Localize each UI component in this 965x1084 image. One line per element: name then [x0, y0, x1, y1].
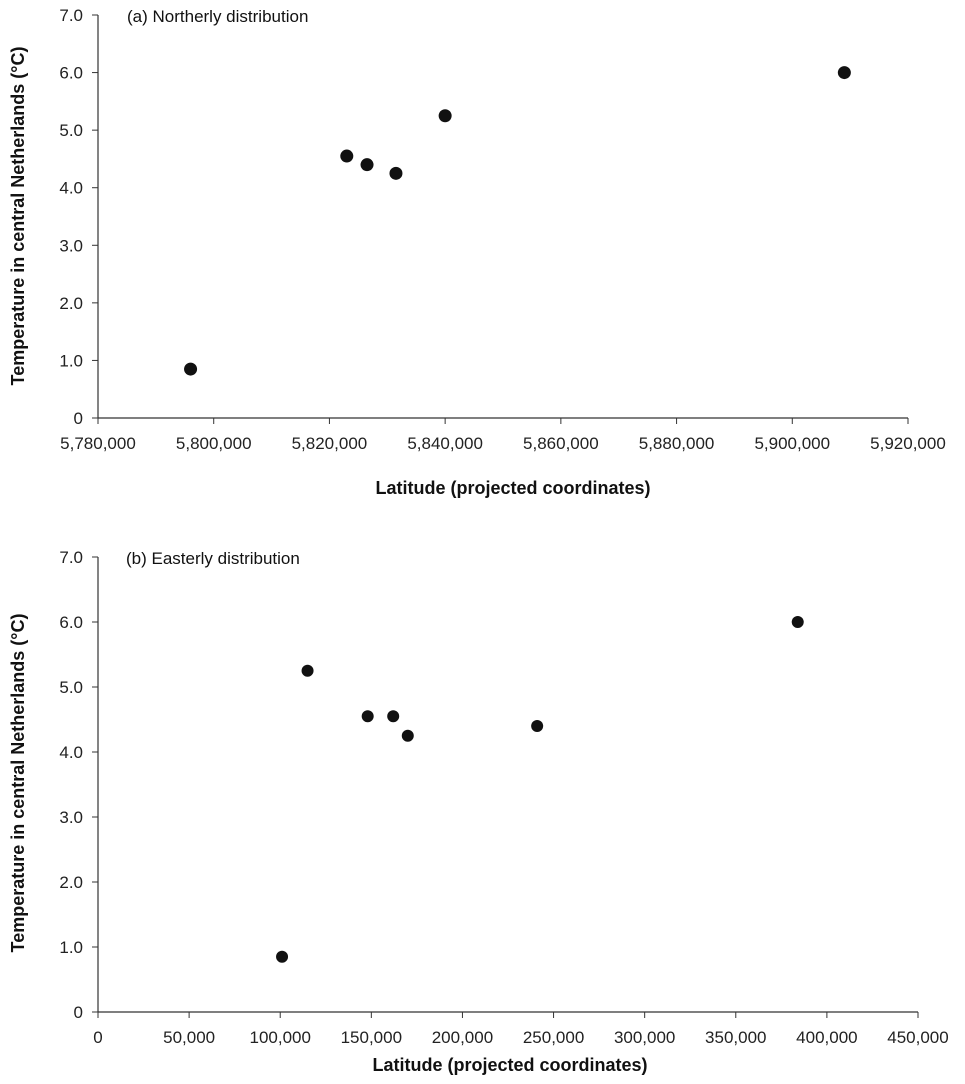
x-tick-label: 5,820,000 [292, 434, 368, 453]
x-tick-label: 200,000 [432, 1028, 493, 1047]
x-tick-label: 350,000 [705, 1028, 766, 1047]
panel-a-title: (a) Northerly distribution [127, 7, 308, 26]
panel-a-x-ticks: 5,780,000 5,800,000 5,820,000 5,840,000 5,86… [60, 418, 946, 453]
panel-b-y-ticks: 0 1.0 2.0 3.0 4.0 5.0 6.0 7.0 [59, 548, 98, 1022]
data-point [387, 710, 400, 723]
panel-b-x-axis-title: Latitude (projected coordinates) [372, 1055, 647, 1075]
y-tick-label: 1.0 [59, 351, 83, 370]
x-tick-label: 5,860,000 [523, 434, 599, 453]
data-point [837, 66, 851, 80]
x-tick-label: 150,000 [341, 1028, 402, 1047]
data-point [276, 950, 289, 963]
x-tick-label: 300,000 [614, 1028, 675, 1047]
y-tick-label: 6.0 [59, 64, 83, 83]
panel-b-title: (b) Easterly distribution [126, 549, 300, 568]
x-tick-label: 5,840,000 [407, 434, 483, 453]
panel-a-northerly: (a) Northerly distribution Latitude (pro… [8, 6, 946, 498]
panel-b-points [276, 616, 804, 963]
data-point [438, 109, 452, 123]
data-point [301, 664, 314, 677]
panel-a-x-axis-title: Latitude (projected coordinates) [375, 478, 650, 498]
y-tick-label: 3.0 [59, 808, 83, 827]
data-point [791, 616, 804, 628]
x-tick-label: 0 [93, 1028, 102, 1047]
x-tick-label: 250,000 [523, 1028, 584, 1047]
x-tick-label: 5,920,000 [870, 434, 946, 453]
data-point [531, 720, 544, 732]
x-tick-label: 450,000 [887, 1028, 948, 1047]
data-point [389, 166, 403, 180]
y-tick-label: 7.0 [59, 6, 83, 25]
data-point [401, 729, 414, 742]
x-tick-label: 5,800,000 [176, 434, 252, 453]
data-point [340, 149, 354, 163]
panel-b-x-ticks: 0 50,000 100,000 150,000 200,000 250,000 300,0… [93, 1012, 949, 1047]
panel-b-axes [97, 557, 918, 1013]
x-tick-label: 5,900,000 [754, 434, 830, 453]
y-tick-label: 5.0 [59, 678, 83, 697]
x-tick-label: 400,000 [796, 1028, 857, 1047]
y-tick-label: 0 [74, 409, 83, 428]
x-tick-label: 50,000 [163, 1028, 215, 1047]
x-tick-label: 5,880,000 [639, 434, 715, 453]
y-tick-label: 0 [74, 1003, 83, 1022]
data-point [360, 158, 374, 172]
panel-b-y-axis-title: Temperature in central Netherlands (°C) [8, 614, 28, 953]
panel-a-points [184, 66, 851, 376]
x-tick-label: 100,000 [249, 1028, 310, 1047]
panel-a-y-axis-title: Temperature in central Netherlands (°C) [8, 47, 28, 386]
data-point [361, 710, 374, 723]
panel-b-easterly: (b) Easterly distribution Latitude (proj… [8, 548, 949, 1075]
y-tick-label: 7.0 [59, 548, 83, 567]
y-tick-label: 3.0 [59, 236, 83, 255]
y-tick-label: 6.0 [59, 613, 83, 632]
data-point [184, 362, 198, 376]
y-tick-label: 4.0 [59, 179, 83, 198]
panel-a-y-ticks: 0 1.0 2.0 3.0 4.0 5.0 6.0 7.0 [59, 6, 98, 428]
x-tick-label: 5,780,000 [60, 434, 136, 453]
y-tick-label: 2.0 [59, 294, 83, 313]
panel-a-axes [97, 15, 908, 419]
y-tick-label: 2.0 [59, 873, 83, 892]
y-tick-label: 4.0 [59, 743, 83, 762]
y-tick-label: 5.0 [59, 121, 83, 140]
y-tick-label: 1.0 [59, 938, 83, 957]
